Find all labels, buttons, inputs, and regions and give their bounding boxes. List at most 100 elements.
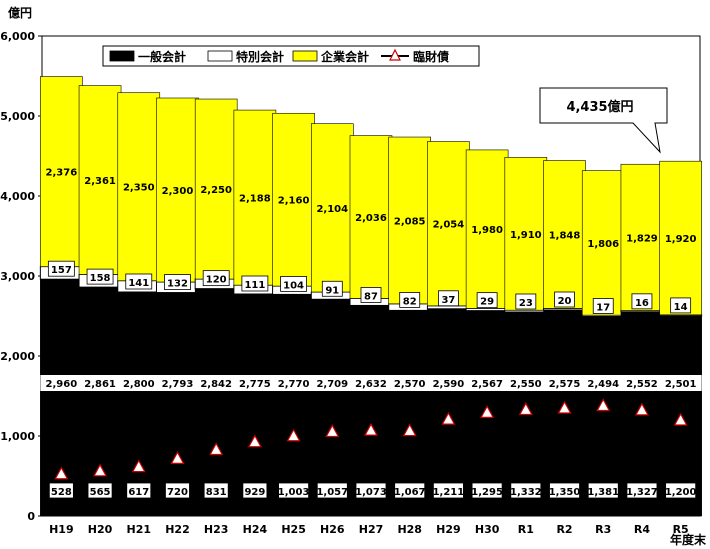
legend: 一般会計 特別会計 企業会計 臨財債 — [102, 45, 480, 67]
data-label-band — [156, 375, 199, 391]
data-label-box — [87, 482, 113, 499]
legend-label: 臨財債 — [413, 49, 449, 64]
x-tick-label: H25 — [281, 523, 306, 536]
data-label-box — [394, 482, 426, 499]
data-label: 1,381 — [587, 487, 619, 498]
data-label: 2,188 — [239, 194, 271, 205]
x-tick-label: R1 — [518, 523, 534, 536]
data-label: 1,806 — [587, 239, 619, 250]
x-tick-label: R4 — [634, 523, 650, 536]
line-marker — [54, 466, 69, 480]
data-label: 2,300 — [162, 186, 194, 197]
data-label-box — [670, 297, 692, 314]
data-label-box — [165, 482, 190, 499]
data-label-box — [360, 287, 382, 303]
data-label-box — [510, 482, 542, 499]
data-label: 91 — [325, 285, 339, 296]
data-label: 2,550 — [510, 379, 542, 390]
x-tick-label: R5 — [673, 523, 689, 536]
data-label-box — [471, 482, 503, 499]
line-marker — [596, 398, 611, 412]
data-label: 16 — [635, 298, 649, 309]
line-marker — [363, 422, 379, 436]
legend-label: 一般会計 — [138, 49, 186, 64]
axes: 0 1,000 2,000 3,000 4,000 5,000 6,000 H19 H20 H21… — [0, 30, 701, 536]
data-label: 87 — [364, 291, 378, 302]
x-tick-label: H21 — [127, 523, 152, 536]
data-label-band — [659, 375, 702, 391]
data-label: 2,775 — [239, 379, 271, 390]
bar-general — [349, 305, 393, 517]
y-unit-label: 億円 — [8, 5, 32, 20]
data-label: 617 — [128, 487, 149, 498]
data-label-band — [350, 375, 392, 391]
y-tick-label: 2,000 — [0, 350, 35, 363]
x-tick-label: H29 — [436, 523, 461, 536]
data-label: 2,054 — [433, 220, 465, 231]
data-label: 2,036 — [355, 213, 387, 224]
x-tick-label: R3 — [595, 523, 611, 536]
line-marker — [402, 423, 417, 437]
line-marker — [441, 411, 456, 425]
data-label-box — [164, 274, 191, 290]
data-label: 2,575 — [549, 379, 581, 390]
bar-enterprise — [388, 136, 432, 305]
bar-enterprise — [504, 157, 548, 311]
legend-frame — [102, 45, 480, 67]
data-label-band — [311, 375, 354, 391]
data-label-box — [278, 482, 309, 499]
data-label-box — [202, 270, 230, 287]
y-tick-label: 6,000 — [0, 30, 35, 43]
data-label-band — [195, 375, 238, 391]
data-label: 1,067 — [394, 487, 426, 498]
data-label: 2,376 — [46, 168, 78, 179]
legend-label: 企業会計 — [320, 49, 369, 64]
data-label: 1,829 — [626, 233, 658, 244]
data-label: 2,709 — [316, 379, 348, 390]
data-label: 565 — [90, 487, 111, 498]
bar-general — [117, 291, 161, 517]
line-marker — [480, 405, 495, 418]
y-tick-label: 0 — [27, 510, 35, 523]
data-label: 23 — [519, 298, 533, 309]
data-label: 14 — [674, 302, 688, 313]
x-tick-label: H22 — [165, 523, 190, 536]
y-tick-label: 1,000 — [0, 430, 35, 443]
data-label-band — [79, 375, 122, 391]
data-label-box — [515, 293, 537, 310]
data-label: 1,910 — [510, 230, 542, 241]
bar-enterprise — [349, 135, 393, 299]
data-label-band — [388, 375, 431, 391]
data-label-box — [126, 482, 152, 499]
data-label: 1,211 — [433, 487, 465, 498]
legend-swatch — [109, 50, 135, 62]
bar-special — [465, 307, 509, 312]
bar-general — [388, 310, 432, 517]
legend-swatch — [389, 48, 401, 61]
data-label-box — [549, 482, 580, 499]
line-marker — [286, 428, 301, 442]
callout-box — [539, 87, 668, 154]
data-label: 528 — [51, 487, 72, 498]
data-labels: 2,960 157 2,376 2,861 158 2,361 2,800 141 2,350 2… — [40, 168, 702, 499]
line-marker — [634, 402, 649, 416]
data-label-box — [241, 275, 269, 292]
legend-swatch — [292, 50, 318, 62]
callout-label: 4,435億円 — [566, 99, 633, 115]
bar-enterprise — [543, 160, 586, 309]
line-marker — [131, 459, 146, 473]
data-label: 132 — [167, 279, 188, 290]
bar-enterprise — [272, 112, 315, 287]
data-label: 1,920 — [665, 234, 697, 245]
bar-enterprise — [117, 92, 161, 282]
bar-special — [426, 305, 470, 310]
data-label: 2,632 — [355, 379, 387, 390]
data-label-box — [587, 482, 619, 499]
data-label-box — [321, 280, 343, 297]
data-label-box — [47, 260, 75, 277]
line-marker — [518, 402, 533, 416]
data-label: 2,104 — [316, 204, 348, 215]
data-label: 120 — [206, 275, 227, 286]
data-label: 82 — [403, 296, 417, 307]
bar-enterprise — [40, 76, 83, 267]
